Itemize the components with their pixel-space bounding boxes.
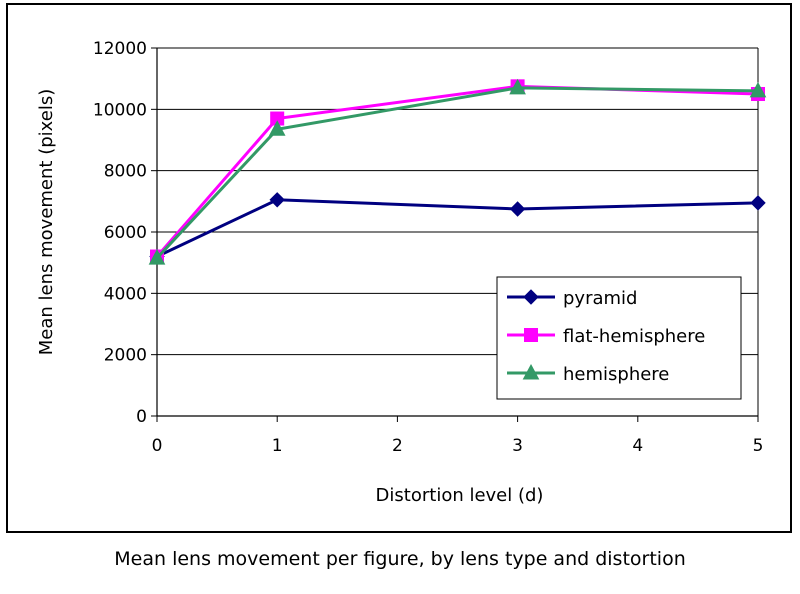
legend-marker-pyramid — [523, 289, 539, 305]
y-tick-label: 6000 — [104, 223, 147, 243]
y-tick-label: 8000 — [104, 162, 147, 182]
legend-label-hemisphere: hemisphere — [563, 364, 669, 385]
series-line-pyramid — [156, 198, 759, 258]
series-line-hemisphere — [155, 86, 759, 260]
series-line-flat-hemisphere — [155, 84, 759, 258]
data-point-hemisphere — [749, 81, 767, 98]
y-tick-label: 2000 — [104, 346, 147, 366]
legend-entry-pyramid: pyramid — [507, 288, 637, 309]
y-tick-label: 12000 — [93, 39, 147, 59]
series-flat-hemisphere — [150, 79, 765, 264]
x-tick-label: 1 — [272, 436, 283, 456]
series-pyramid — [149, 192, 766, 265]
data-point-hemisphere — [268, 120, 286, 136]
legend-label-flat-hemisphere: flat-hemisphere — [563, 326, 705, 347]
data-point-hemisphere — [509, 78, 526, 95]
data-point-pyramid — [509, 201, 526, 217]
chart-svg: 0 2000 4000 6000 8000 10000 12000 0 1 2 3 4 5 pyrami… — [36, 39, 767, 506]
figure-caption: Mean lens movement per figure, by lens t… — [114, 548, 686, 570]
series-hemisphere — [148, 78, 767, 265]
chart-frame: 0 2000 4000 6000 8000 10000 12000 0 1 2 3 4 5 pyrami… — [6, 3, 792, 533]
legend-layer: pyramid flat-hemisphere hemisphere — [496, 276, 742, 400]
y-tick-label: 4000 — [104, 284, 147, 304]
legend-marker-flat-hemisphere — [524, 328, 538, 342]
axis-layer: 0 2000 4000 6000 8000 10000 12000 0 1 2 3 4 5 — [93, 39, 764, 456]
y-tick-label: 0 — [136, 407, 147, 427]
legend-entry-hemisphere: hemisphere — [507, 363, 669, 385]
legend-label-pyramid: pyramid — [563, 288, 637, 309]
data-point-hemisphere — [148, 249, 166, 265]
data-point-pyramid — [750, 195, 766, 211]
x-tick-label: 2 — [392, 436, 403, 456]
grid-layer — [157, 47, 759, 416]
x-tick-label: 5 — [753, 436, 764, 456]
x-tick-label: 4 — [632, 436, 643, 456]
x-tick-label: 0 — [152, 436, 163, 456]
data-point-pyramid — [269, 192, 285, 208]
legend-marker-hemisphere — [522, 363, 540, 380]
y-tick-label: 10000 — [93, 100, 147, 120]
series-layer — [148, 78, 767, 265]
y-axis-title: Mean lens movement (pixels) — [36, 89, 57, 355]
legend-entry-flat-hemisphere: flat-hemisphere — [507, 326, 705, 347]
x-tick-label: 3 — [512, 436, 523, 456]
x-axis-title: Distortion level (d) — [376, 485, 544, 506]
